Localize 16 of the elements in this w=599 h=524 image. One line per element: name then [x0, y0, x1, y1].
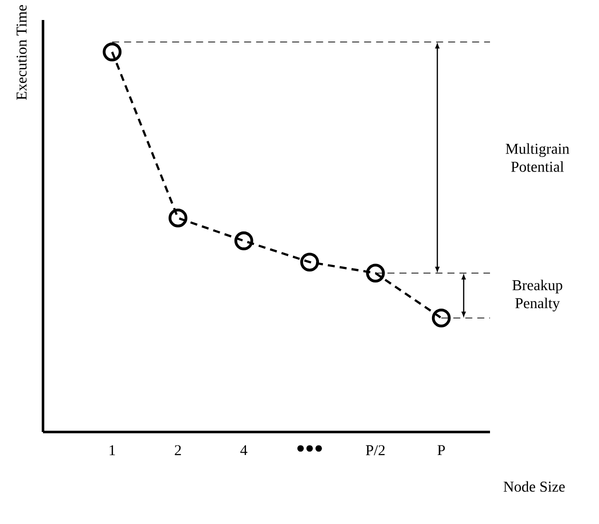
x-tick-label: ●●● — [297, 445, 322, 452]
x-tick-label: 4 — [240, 445, 248, 456]
point — [300, 252, 320, 272]
point — [432, 308, 451, 328]
y-axis-title: Execution Time — [16, 5, 27, 100]
point — [102, 42, 122, 62]
text: Breakup Penalty — [512, 280, 562, 312]
point — [234, 231, 254, 250]
point — [366, 264, 385, 283]
x-tick-label: 1 — [110, 445, 115, 456]
text: Multigrain Potential — [506, 143, 570, 172]
x-tick-label: P — [438, 445, 445, 456]
x-tick-label: 2 — [174, 445, 181, 456]
x-axis-title: Node Size — [504, 481, 565, 492]
point — [168, 208, 188, 228]
x-tick-label: P/2 — [366, 445, 385, 456]
